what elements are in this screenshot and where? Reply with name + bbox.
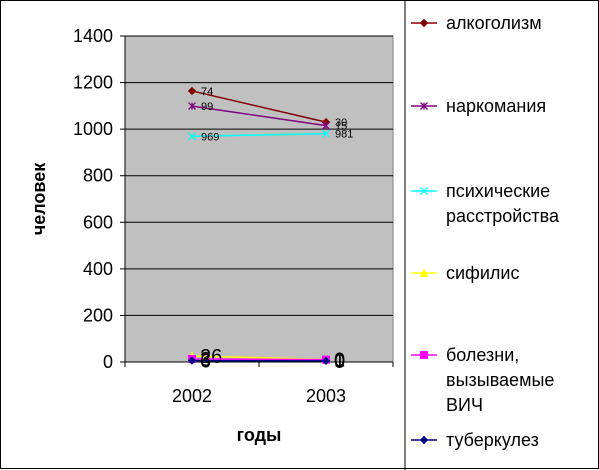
- data-point: [421, 437, 428, 444]
- legend-item-3: сифилис: [411, 263, 519, 283]
- y-tick-label: 400: [83, 259, 113, 279]
- plot-background: [125, 36, 393, 362]
- y-tick-label: 1400: [73, 26, 113, 46]
- legend-label: туберкулез: [446, 430, 539, 450]
- y-tick-label: 1000: [73, 119, 113, 139]
- x-axis-title: годы: [237, 425, 282, 445]
- data-label: 74: [201, 86, 213, 98]
- y-tick-label: 800: [83, 166, 113, 186]
- y-tick-label: 0: [103, 352, 113, 372]
- x-tick-label: 2002: [172, 386, 212, 406]
- legend-label: алкоголизм: [446, 13, 542, 33]
- legend-item-1: наркомания: [411, 96, 546, 116]
- legend-label: сифилис: [446, 263, 519, 283]
- legend-label: наркомания: [446, 96, 546, 116]
- legend-item-0: алкоголизм: [411, 13, 542, 33]
- data-label: 969: [201, 131, 219, 143]
- data-label: 981: [335, 129, 353, 141]
- legend-item-5: туберкулез: [411, 430, 539, 450]
- x-tick-label: 2003: [306, 386, 346, 406]
- data-label: 99: [201, 101, 213, 113]
- y-tick-label: 600: [83, 212, 113, 232]
- y-tick-label: 1200: [73, 73, 113, 93]
- y-axis-title: человек: [29, 162, 49, 235]
- plot-area: [125, 36, 393, 362]
- data-point: [421, 20, 428, 27]
- data-point: [421, 352, 428, 359]
- series-line: [192, 359, 326, 360]
- data-label: 0: [334, 351, 345, 373]
- y-tick-label: 200: [83, 305, 113, 325]
- data-label: 6: [200, 351, 211, 373]
